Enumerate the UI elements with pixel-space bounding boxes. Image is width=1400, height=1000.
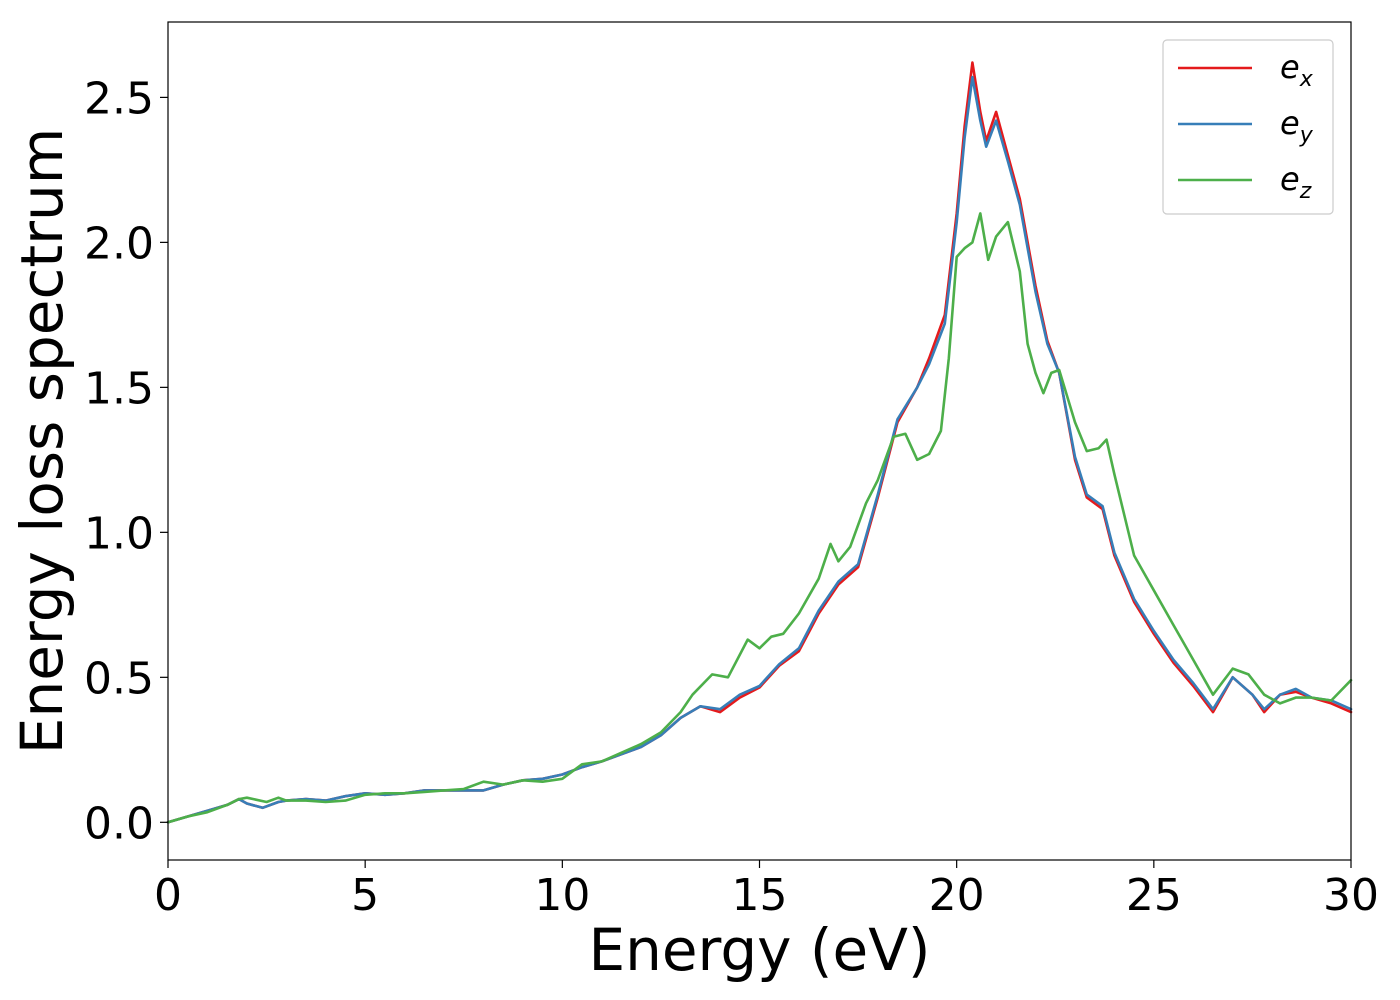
legend-label-e-y: ey [1280, 104, 1314, 148]
series-layer [166, 61, 1353, 824]
legend-label-e-z: ez [1280, 160, 1312, 204]
x-tick-label: 10 [534, 870, 590, 921]
y-tick-label: 1.0 [84, 508, 154, 559]
y-tick-label: 0.5 [84, 653, 154, 704]
y-tick-label: 2.5 [84, 73, 154, 124]
x-axis: 0 5 10 15 20 25 30 [154, 860, 1379, 921]
x-tick-label: 5 [351, 870, 379, 921]
x-tick-label: 30 [1323, 870, 1379, 921]
y-tick-label: 0.0 [84, 798, 154, 849]
y-tick-label: 2.0 [84, 218, 154, 269]
legend-frame [1162, 39, 1334, 215]
series-line-e-z [166, 212, 1353, 824]
series-line-e-y [166, 75, 1353, 824]
x-tick-label: 25 [1126, 870, 1182, 921]
legend-label-e-x: ex [1280, 48, 1314, 92]
y-tick-label: 1.5 [84, 363, 154, 414]
legend: ex ey ez [1162, 39, 1334, 215]
x-tick-label: 0 [154, 870, 182, 921]
x-tick-label: 20 [929, 870, 985, 921]
x-axis-title: Energy (eV) [588, 916, 930, 984]
x-tick-label: 15 [732, 870, 788, 921]
plot-background [168, 22, 1351, 860]
y-axis: 0.0 0.5 1.0 1.5 2.0 2.5 [84, 73, 168, 849]
y-axis-title: Energy loss spectrum [8, 128, 76, 754]
